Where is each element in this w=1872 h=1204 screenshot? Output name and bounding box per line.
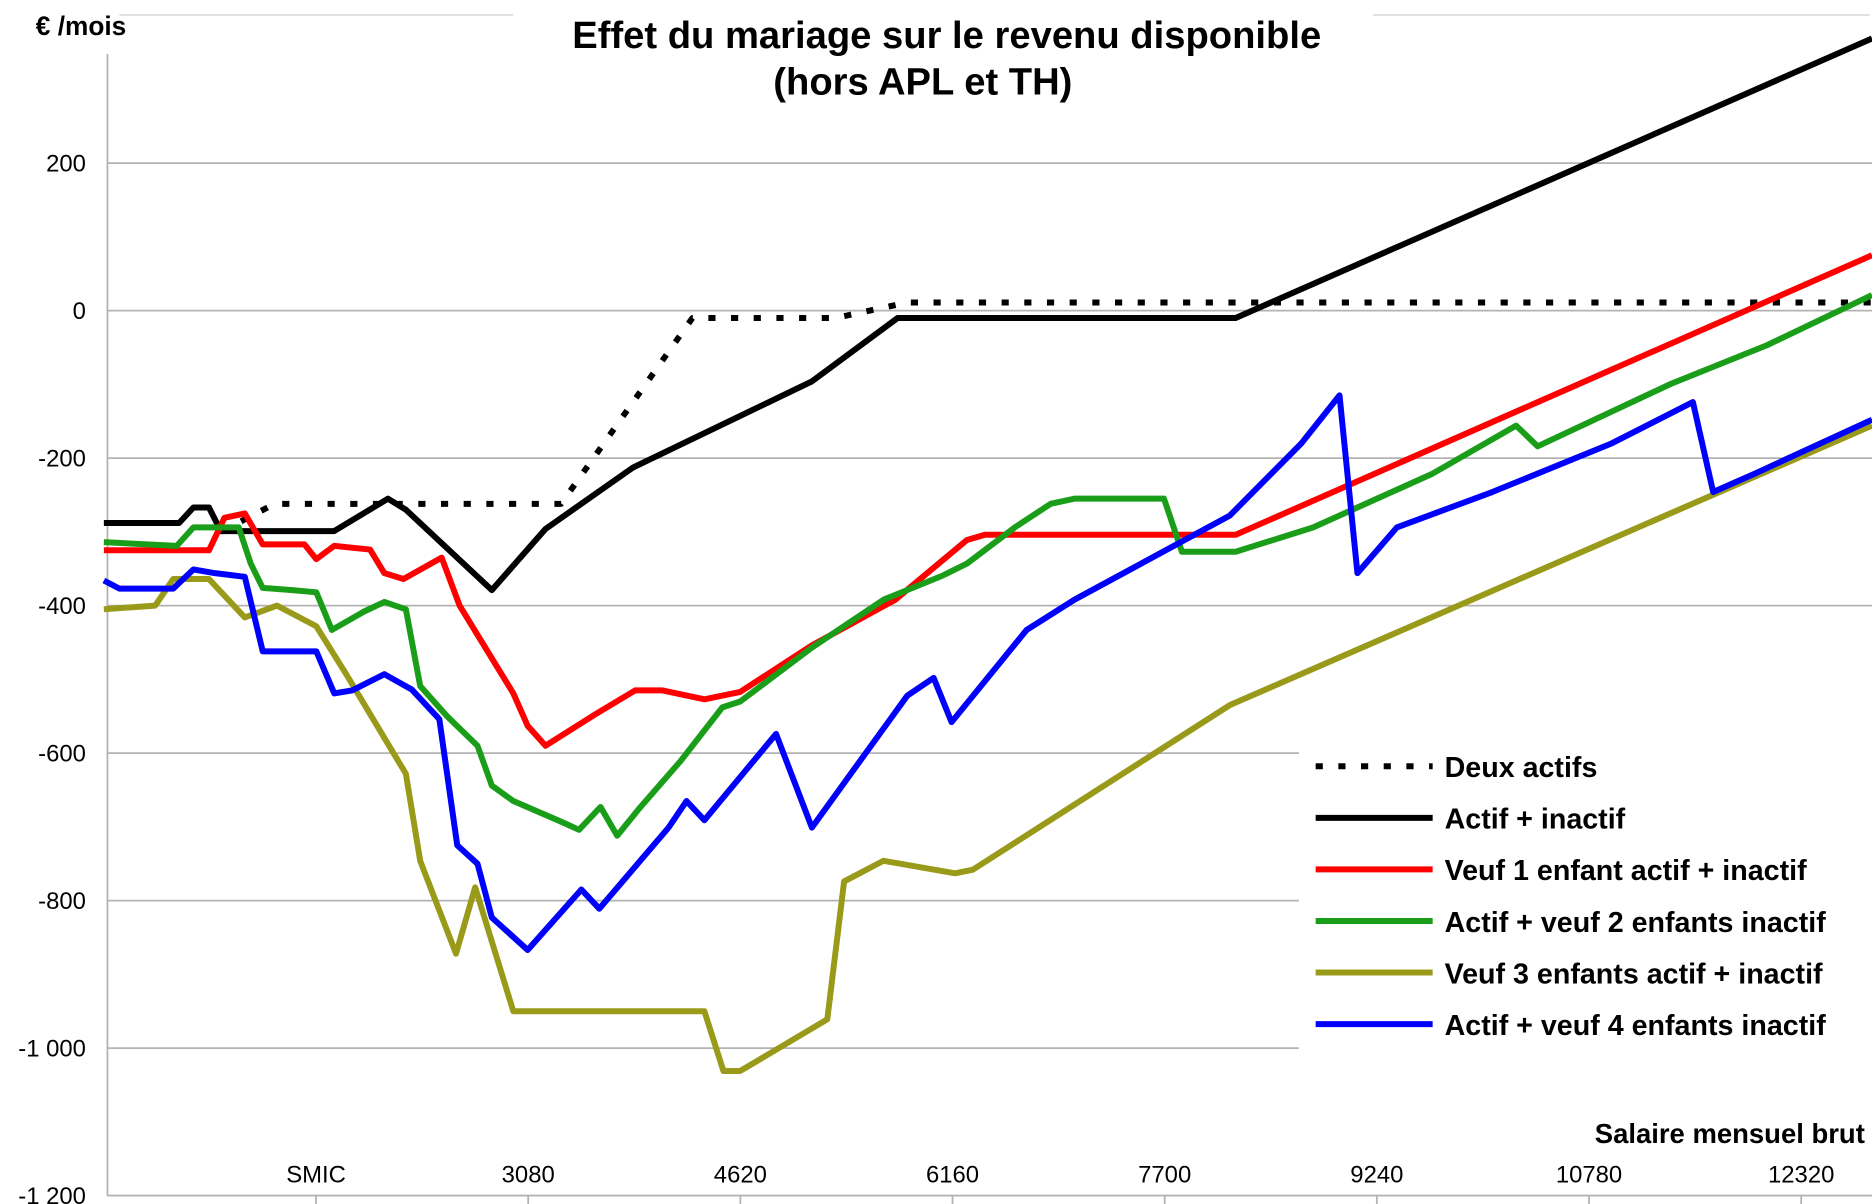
plot-lines: [102, 35, 1872, 1074]
series-line: [219, 299, 1872, 535]
y-tick-label: 0: [73, 298, 86, 325]
x-tick-label: 12320: [1768, 1161, 1834, 1188]
legend-label: Veuf 1 enfant actif + inactif: [1445, 855, 1807, 887]
legend-background: [1298, 743, 1872, 1065]
legend: Deux actifs Actif + inactif Veuf 1 enfant …: [1298, 743, 1872, 1065]
series-line: [102, 392, 1872, 954]
x-tick-label: 3080: [502, 1161, 555, 1188]
y-axis-title: € /mois: [36, 11, 126, 41]
legend-label: Actif + veuf 4 enfants inactif: [1445, 1010, 1827, 1042]
legend-label: Deux actifs: [1445, 752, 1598, 784]
legend-label: Actif + inactif: [1445, 804, 1626, 836]
x-axis-title: Salaire mensuel brut: [1595, 1118, 1865, 1149]
y-tick-label: -1 200: [18, 1183, 86, 1204]
y-tick-label: -800: [38, 888, 86, 915]
x-tick-label: SMIC: [286, 1161, 346, 1188]
legend-label: Veuf 3 enfants actif + inactif: [1445, 958, 1823, 990]
series-line: [103, 422, 1872, 1074]
series-line: [103, 35, 1872, 594]
y-tick-label: -400: [38, 593, 86, 620]
y-tick-label: -600: [38, 740, 86, 767]
x-tick-label: 4620: [714, 1161, 767, 1188]
y-tick-label: -200: [38, 445, 86, 472]
y-tick-label: -1 000: [18, 1035, 86, 1062]
series-line: [103, 292, 1872, 839]
legend-label: Actif + veuf 2 enfants inactif: [1445, 907, 1827, 939]
chart-subtitle: (hors APL et TH): [773, 61, 1072, 104]
y-tick-label: 200: [46, 150, 86, 177]
series-line: [103, 252, 1872, 749]
x-tick-label: 10780: [1556, 1161, 1622, 1188]
x-tick-label: 6160: [926, 1161, 979, 1188]
x-tick-label: 7700: [1138, 1161, 1191, 1188]
x-tick-label: 9240: [1350, 1161, 1403, 1188]
title-background: [513, 4, 1373, 108]
chart-title: Effet du mariage sur le revenu disponibl…: [572, 14, 1321, 57]
